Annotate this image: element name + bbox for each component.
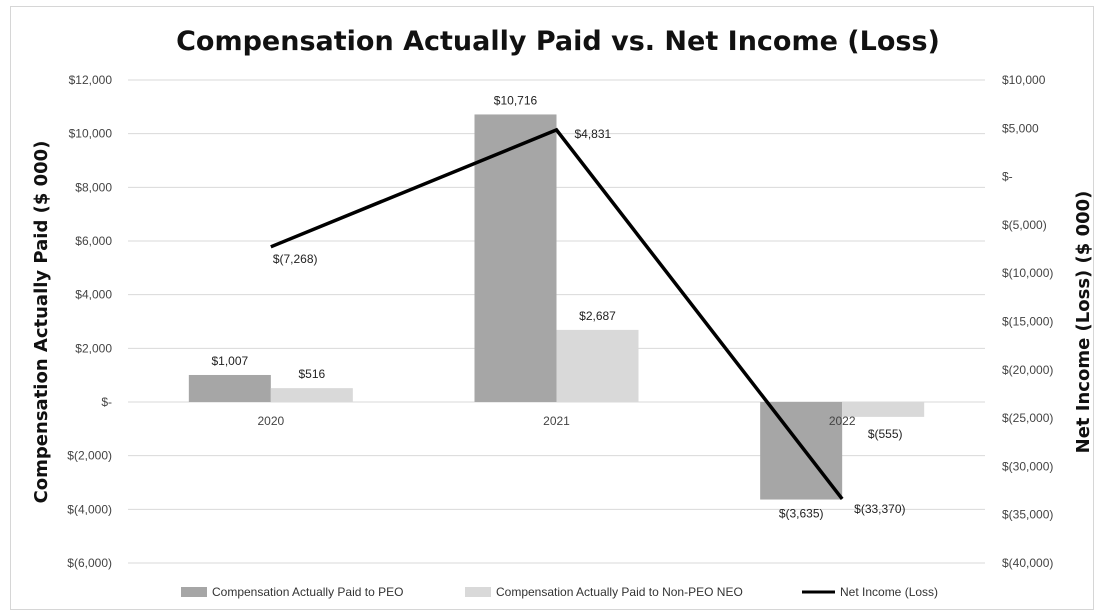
- bar-value-label-non-peo-neo-2022: $(555): [868, 427, 903, 441]
- y2-axis-title: Net Income (Loss) ($ 000): [1073, 191, 1094, 454]
- x-tick-label-2022: 2022: [829, 414, 856, 428]
- y-axis-title: Compensation Actually Paid ($ 000): [31, 141, 52, 504]
- y2-tick-label: $(35,000): [1002, 508, 1053, 522]
- bar-value-label-peo-2021: $10,716: [494, 93, 538, 107]
- legend-swatch-non-peo-neo: [465, 587, 491, 597]
- bar-non-peo-neo-2021: [556, 329, 639, 402]
- net-income-label-2021: $4,831: [575, 127, 612, 141]
- y-tick-label: $4,000: [75, 288, 112, 302]
- y2-tick-label: $(30,000): [1002, 459, 1053, 473]
- y-tick-label: $-: [101, 395, 112, 409]
- legend-swatch-peo: [181, 587, 207, 597]
- y2-tick-label: $(25,000): [1002, 411, 1053, 425]
- y-tick-label: $10,000: [69, 127, 113, 141]
- net-income-line-layer: [270, 127, 844, 501]
- bar-value-label-peo-2022: $(3,635): [779, 507, 824, 521]
- y-tick-label: $2,000: [75, 341, 112, 355]
- legend-label-net-income: Net Income (Loss): [840, 585, 938, 599]
- tick-labels: $12,000 $10,000 $8,000 $6,000 $4,000 $2,000 $-…: [67, 73, 1053, 570]
- bar-non-peo-neo-2020: [270, 388, 353, 402]
- bar-peo-2021: [474, 114, 557, 402]
- y2-tick-label: $(40,000): [1002, 556, 1053, 570]
- bar-value-label-non-peo-neo-2021: $2,687: [579, 309, 616, 323]
- net-income-label-2022: $(33,370): [854, 502, 905, 516]
- bar-value-label-peo-2020: $1,007: [211, 354, 248, 368]
- y2-tick-label: $-: [1002, 170, 1013, 184]
- y-tick-label: $(2,000): [67, 449, 112, 463]
- y2-tick-label: $(15,000): [1002, 315, 1053, 329]
- y-tick-label: $6,000: [75, 234, 112, 248]
- net-income-line: [270, 127, 844, 501]
- bars: [188, 114, 925, 500]
- y2-tick-label: $(10,000): [1002, 266, 1053, 280]
- y2-tick-label: $(20,000): [1002, 363, 1053, 377]
- y-tick-label: $12,000: [69, 73, 113, 87]
- chart-title: Compensation Actually Paid vs. Net Incom…: [176, 26, 940, 57]
- x-tick-label-2021: 2021: [543, 414, 570, 428]
- y2-tick-label: $5,000: [1002, 121, 1039, 135]
- legend-label-peo: Compensation Actually Paid to PEO: [212, 585, 403, 599]
- y-tick-label: $8,000: [75, 180, 112, 194]
- y-tick-label: $(6,000): [67, 556, 112, 570]
- x-tick-label-2020: 2020: [257, 414, 284, 428]
- y2-tick-label: $(5,000): [1002, 218, 1047, 232]
- bar-value-label-non-peo-neo-2020: $516: [298, 367, 325, 381]
- y-tick-label: $(4,000): [67, 502, 112, 516]
- data-labels: $1,007 $10,716 $(3,635) $516 $2,687 $(555) $(7…: [211, 93, 905, 520]
- legend-label-non-peo-neo: Compensation Actually Paid to Non-PEO NE…: [496, 585, 743, 599]
- y2-tick-label: $10,000: [1002, 73, 1046, 87]
- bar-peo-2020: [188, 374, 271, 402]
- legend: Compensation Actually Paid to PEO Compens…: [181, 585, 938, 599]
- bar-non-peo-neo-2022: [842, 402, 925, 417]
- net-income-label-2020: $(7,268): [273, 252, 318, 266]
